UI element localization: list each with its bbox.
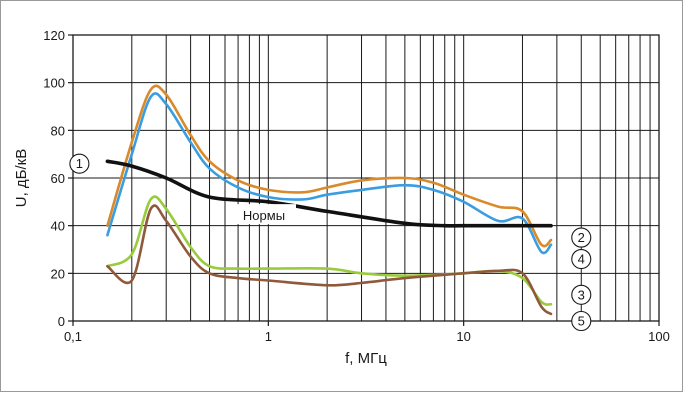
y-tick-label: 0 <box>58 314 65 329</box>
y-tick-label: 120 <box>43 28 65 43</box>
marker-label: 4 <box>578 252 585 267</box>
series-line-3 <box>106 195 553 306</box>
marker-label: 2 <box>578 230 585 245</box>
series-line-2 <box>106 84 553 248</box>
series-marker-5: 5 <box>571 310 592 332</box>
x-tick-label: 1 <box>265 329 272 344</box>
x-tick-label: 100 <box>648 329 670 344</box>
grid <box>73 34 659 322</box>
x-tick-label: 0,1 <box>64 329 82 344</box>
y-tick-label: 60 <box>51 171 65 186</box>
marker-circle <box>571 310 592 332</box>
y-tick-label: 100 <box>43 76 65 91</box>
annotation-box <box>231 204 296 225</box>
series-group <box>105 84 553 316</box>
marker-label: 3 <box>578 287 585 302</box>
x-axis-label: f, МГц <box>345 350 387 367</box>
y-tick-label: 80 <box>51 123 65 138</box>
marker-circle <box>571 284 592 305</box>
marker-circle <box>571 248 592 270</box>
series-marker-4: 4 <box>571 248 592 270</box>
series-marker-2: 2 <box>571 227 592 248</box>
marker-label: 1 <box>76 156 83 171</box>
series-line-5 <box>106 204 553 316</box>
series-marker-1: 1 <box>69 153 90 174</box>
series-marker-3: 3 <box>571 284 592 305</box>
axes: 0 20 40 60 80 100 120 0,1 1 10 100 f, МГц U, дБ/кВ <box>13 28 670 367</box>
series-line-4 <box>106 92 553 255</box>
annotation-norms: Нормы <box>243 208 285 223</box>
labels-group: Нормы 1 2 4 3 5 <box>69 153 592 332</box>
marker-circle <box>571 227 592 248</box>
x-tick-label: 10 <box>456 329 470 344</box>
series-line-1 <box>105 159 553 228</box>
y-tick-label: 40 <box>51 219 65 234</box>
marker-label: 5 <box>578 314 585 329</box>
y-axis-label: U, дБ/кВ <box>13 149 30 208</box>
marker-circle <box>69 153 90 174</box>
y-tick-label: 20 <box>51 266 65 281</box>
